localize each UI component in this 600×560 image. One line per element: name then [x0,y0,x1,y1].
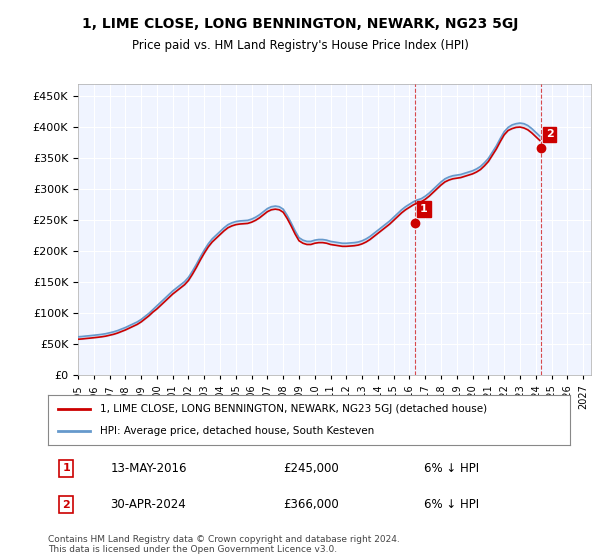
Text: £245,000: £245,000 [283,462,338,475]
Text: 13-MAY-2016: 13-MAY-2016 [110,462,187,475]
Text: 6% ↓ HPI: 6% ↓ HPI [424,462,479,475]
Text: 1, LIME CLOSE, LONG BENNINGTON, NEWARK, NG23 5GJ: 1, LIME CLOSE, LONG BENNINGTON, NEWARK, … [82,17,518,31]
Text: 1, LIME CLOSE, LONG BENNINGTON, NEWARK, NG23 5GJ (detached house): 1, LIME CLOSE, LONG BENNINGTON, NEWARK, … [100,404,487,414]
Text: 6% ↓ HPI: 6% ↓ HPI [424,498,479,511]
Text: 2: 2 [62,500,70,510]
Text: £366,000: £366,000 [283,498,338,511]
Text: 1: 1 [420,204,428,214]
Text: 2: 2 [545,129,553,139]
Text: HPI: Average price, detached house, South Kesteven: HPI: Average price, detached house, Sout… [100,426,374,436]
Text: Contains HM Land Registry data © Crown copyright and database right 2024.
This d: Contains HM Land Registry data © Crown c… [48,535,400,554]
Text: 30-APR-2024: 30-APR-2024 [110,498,187,511]
Text: 1: 1 [62,463,70,473]
Text: Price paid vs. HM Land Registry's House Price Index (HPI): Price paid vs. HM Land Registry's House … [131,39,469,52]
